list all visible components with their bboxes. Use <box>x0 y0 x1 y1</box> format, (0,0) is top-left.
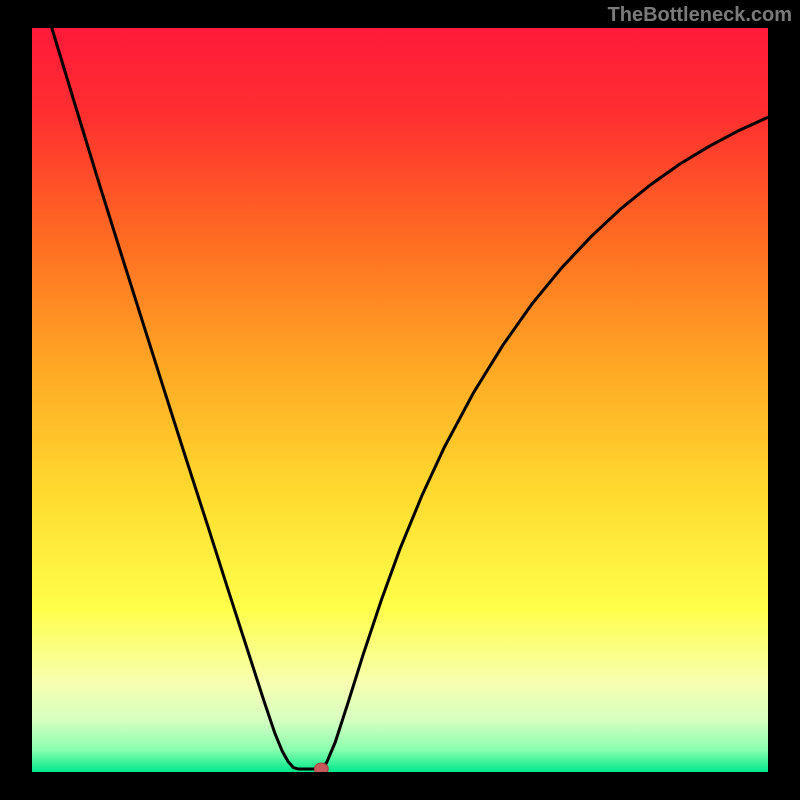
optimal-point-marker <box>314 763 328 772</box>
watermark-text: TheBottleneck.com <box>608 4 792 27</box>
gradient-background <box>32 28 768 772</box>
chart-container: TheBottleneck.com <box>0 0 800 800</box>
plot-svg <box>32 28 768 772</box>
plot-area <box>32 28 768 772</box>
